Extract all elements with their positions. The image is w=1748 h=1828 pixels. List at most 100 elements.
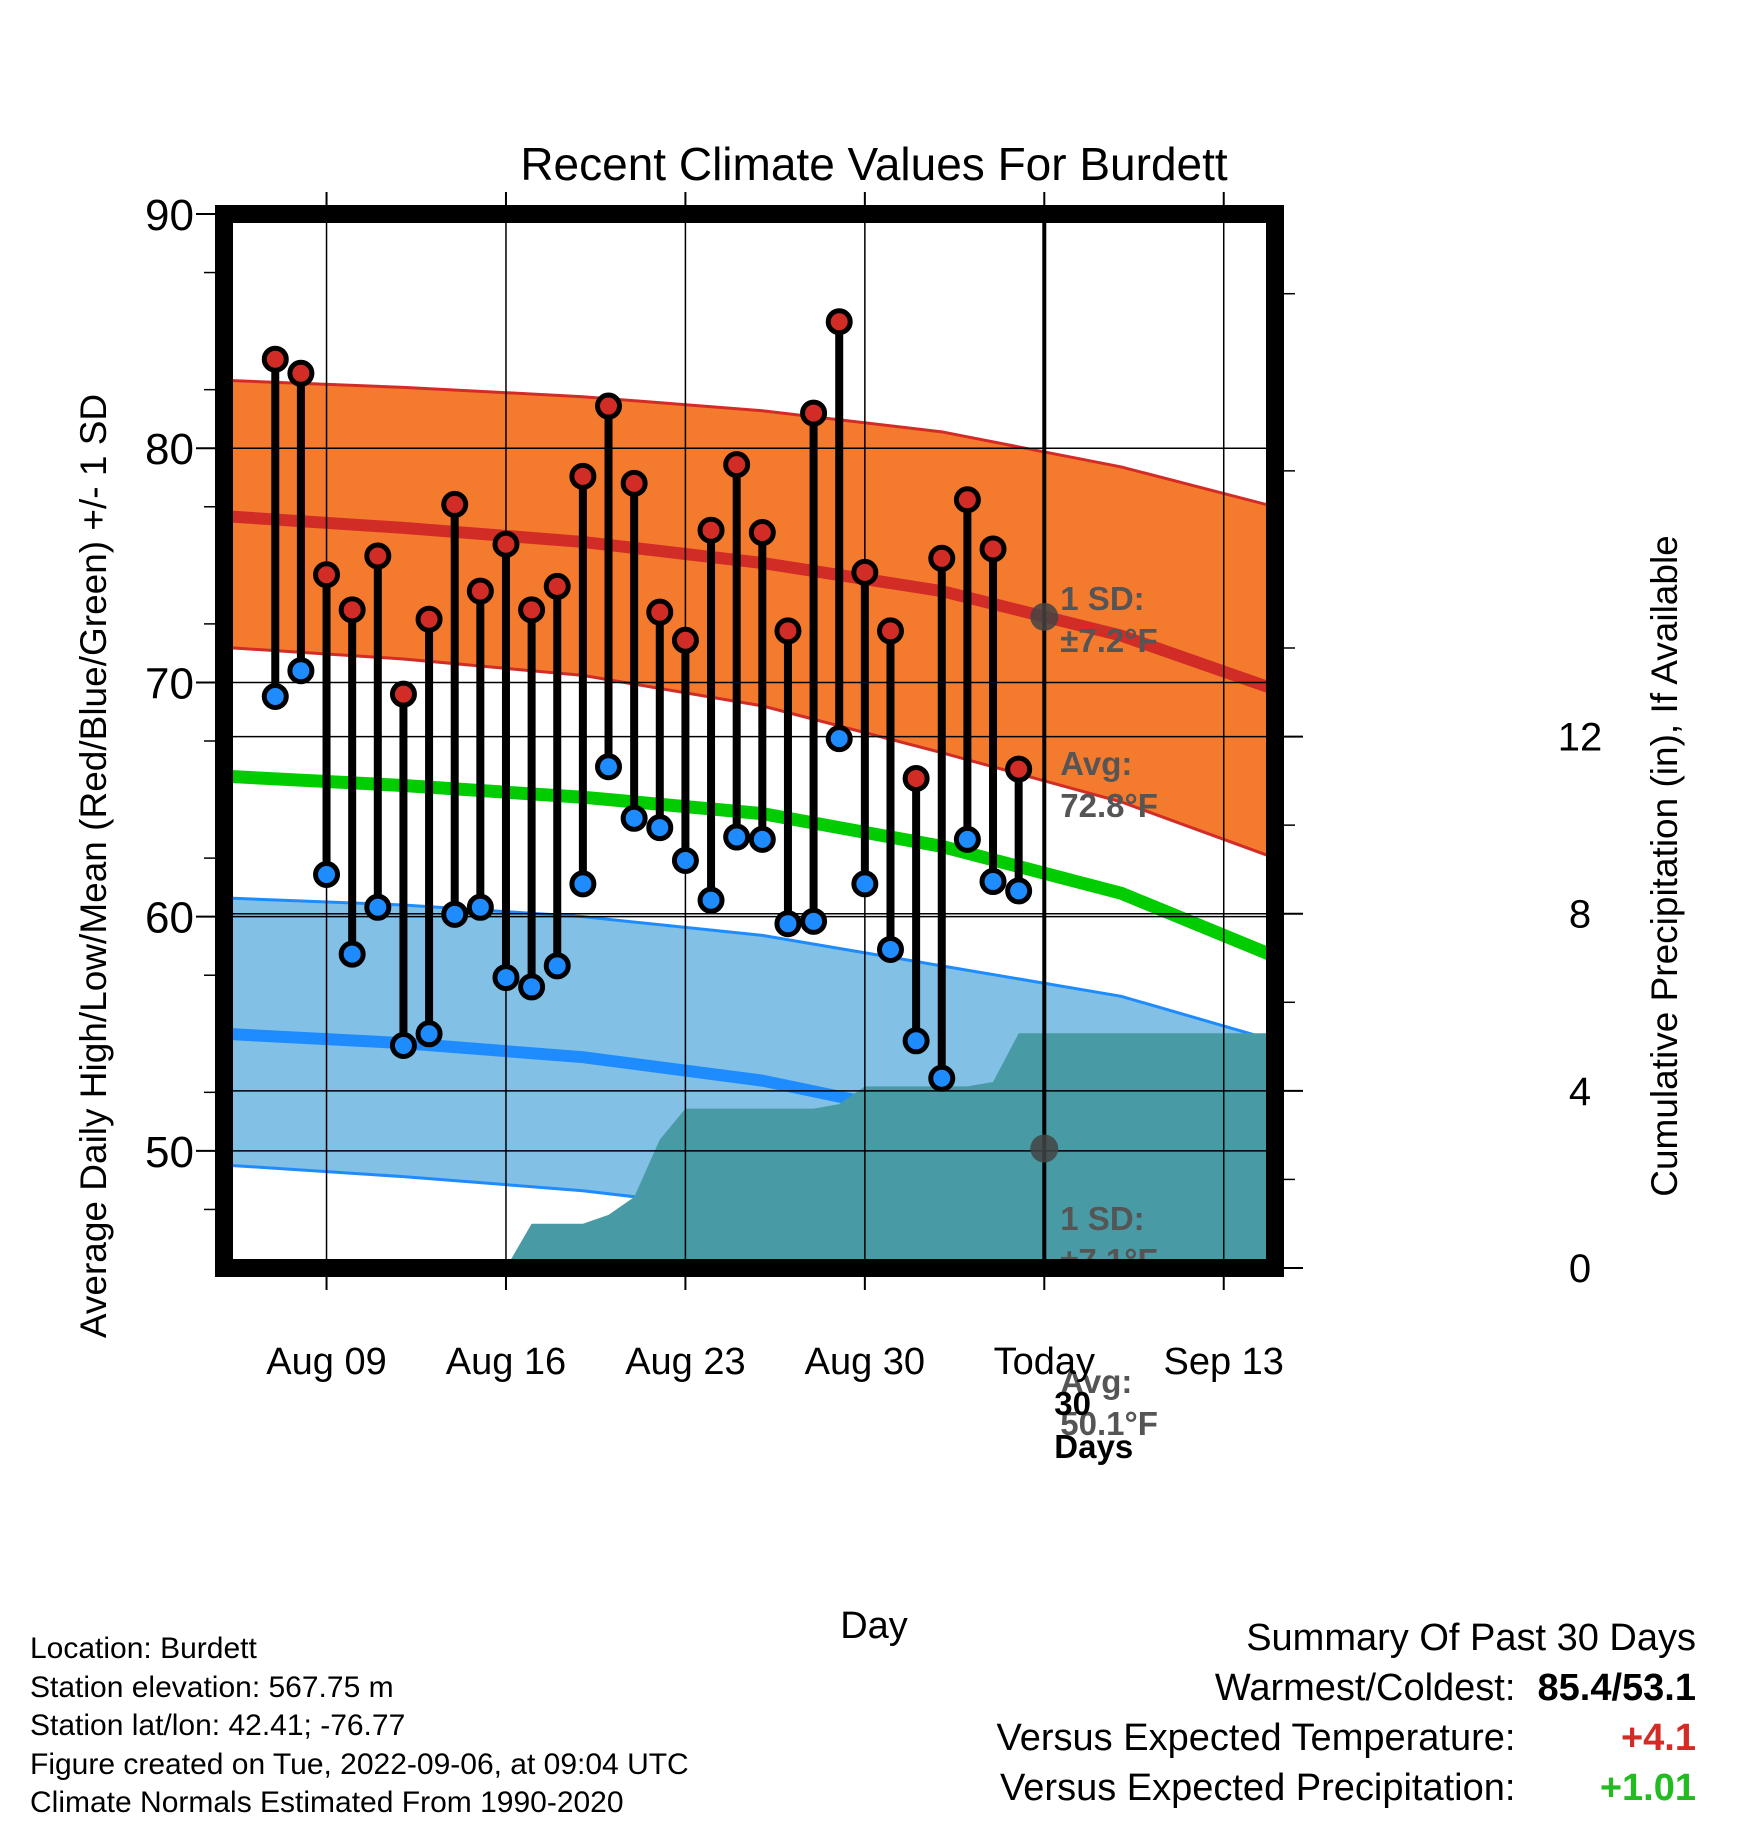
precip-value: +1.01 <box>1599 1767 1696 1809</box>
low-sd-label: 1 SD: <box>1060 1200 1144 1237</box>
low-avg-label: Avg: <box>1060 1363 1132 1400</box>
low-marker <box>364 893 392 921</box>
high-marker <box>697 516 725 544</box>
low-marker <box>492 964 520 992</box>
high-marker <box>441 490 469 518</box>
low-marker <box>441 900 469 928</box>
low-marker <box>979 868 1007 896</box>
location-text: Location: Burdett <box>30 1632 257 1665</box>
low-marker <box>800 907 828 935</box>
high-marker <box>1005 755 1033 783</box>
high-marker <box>364 542 392 570</box>
high-marker <box>800 399 828 427</box>
low-marker <box>313 861 341 889</box>
plot-area <box>224 214 1275 1268</box>
high-marker <box>825 308 853 336</box>
warmest-coldest-value: 85.4/53.1 <box>1537 1667 1696 1709</box>
plot-frame <box>215 205 1284 1277</box>
high-sd-value: ±7.2°F <box>1060 622 1157 659</box>
high-marker <box>389 680 417 708</box>
low-marker <box>825 725 853 753</box>
low-marker <box>646 814 674 842</box>
high-sd-label: 1 SD: <box>1060 580 1144 617</box>
y-tick-label: 50 <box>145 1128 194 1177</box>
low-marker <box>261 682 289 710</box>
x-tick-label: Sep 13 <box>1164 1341 1284 1383</box>
low-marker <box>876 935 904 963</box>
high-marker <box>415 605 443 633</box>
summary-warmest-coldest: Warmest/Coldest: 85.4/53.1 <box>997 1663 1696 1713</box>
high-marker <box>953 486 981 514</box>
y2-tick-label: 8 <box>1569 893 1591 937</box>
high-marker <box>338 596 366 624</box>
high-marker <box>671 626 699 654</box>
low-marker <box>595 753 623 781</box>
summary-panel: Summary Of Past 30 Days Warmest/Coldest:… <box>997 1613 1696 1813</box>
y2-axis-label: Cumulative Precipitation (in), If Availa… <box>1644 535 1685 1197</box>
high-marker <box>902 764 930 792</box>
low-marker <box>389 1031 417 1059</box>
low-marker <box>774 910 802 938</box>
high-marker <box>261 345 289 373</box>
high-marker <box>851 558 879 586</box>
summary-precip: Versus Expected Precipitation: +1.01 <box>997 1763 1696 1813</box>
y-tick-label: 80 <box>145 425 194 474</box>
high-marker <box>876 617 904 645</box>
summary-temp: Versus Expected Temperature: +4.1 <box>997 1713 1696 1763</box>
high-marker <box>569 462 597 490</box>
low-marker <box>1005 877 1033 905</box>
low-marker <box>338 940 366 968</box>
low-marker <box>518 973 546 1001</box>
high-marker <box>518 596 546 624</box>
high-marker <box>543 572 571 600</box>
low-marker <box>953 825 981 853</box>
x-tick-label: Today <box>994 1341 1095 1383</box>
high-avg-value: 72.8°F <box>1060 787 1158 824</box>
low-marker <box>569 870 597 898</box>
latlon-text: Station lat/lon: 42.41; -76.77 <box>30 1709 406 1742</box>
elevation-text: Station elevation: 567.75 m <box>30 1670 394 1704</box>
low-avg-value: 50.1°F <box>1060 1405 1158 1442</box>
x-tick-label: Aug 16 <box>446 1341 566 1383</box>
y-tick-label: 90 <box>145 191 194 240</box>
temp-label: Versus Expected Temperature: <box>996 1717 1516 1759</box>
today-low-avg-marker <box>1030 1134 1059 1163</box>
summary-title: Summary Of Past 30 Days <box>1246 1617 1696 1659</box>
high-marker <box>287 359 315 387</box>
low-marker <box>620 804 648 832</box>
days-count-label: 30 <box>1054 1385 1091 1422</box>
low-marker <box>415 1020 443 1048</box>
today-high-avg-marker <box>1030 602 1059 631</box>
warmest-coldest-label: Warmest/Coldest: <box>1214 1667 1516 1709</box>
high-marker <box>928 544 956 572</box>
low-marker <box>671 846 699 874</box>
low-marker <box>723 823 751 851</box>
high-marker <box>979 535 1007 563</box>
temp-value: +4.1 <box>1620 1717 1696 1759</box>
chart-title: Recent Climate Values For Burdett <box>520 138 1228 190</box>
low-marker <box>928 1064 956 1092</box>
high-avg-label: Avg: <box>1060 745 1132 782</box>
low-marker <box>851 870 879 898</box>
high-marker <box>748 519 776 547</box>
high-marker <box>466 577 494 605</box>
high-marker <box>492 530 520 558</box>
low-marker <box>697 886 725 914</box>
normals-text: Climate Normals Estimated From 1990-2020 <box>30 1786 624 1819</box>
high-marker <box>723 451 751 479</box>
high-marker <box>646 598 674 626</box>
high-marker <box>620 469 648 497</box>
y-axis-label: Average Daily High/Low/Mean (Red/Blue/Gr… <box>73 394 114 1338</box>
y2-tick-label: 12 <box>1558 716 1603 760</box>
x-axis-label: Day <box>840 1605 908 1647</box>
high-marker <box>774 617 802 645</box>
precip-label: Versus Expected Precipitation: <box>1000 1767 1516 1809</box>
station-info: Location: Burdett Station elevation: 567… <box>30 1630 689 1823</box>
low-marker <box>748 825 776 853</box>
y-tick-label: 70 <box>145 659 194 708</box>
created-text: Figure created on Tue, 2022-09-06, at 09… <box>30 1747 689 1781</box>
y2-tick-label: 4 <box>1569 1070 1591 1114</box>
low-marker <box>902 1027 930 1055</box>
x-tick-label: Aug 09 <box>266 1341 386 1383</box>
